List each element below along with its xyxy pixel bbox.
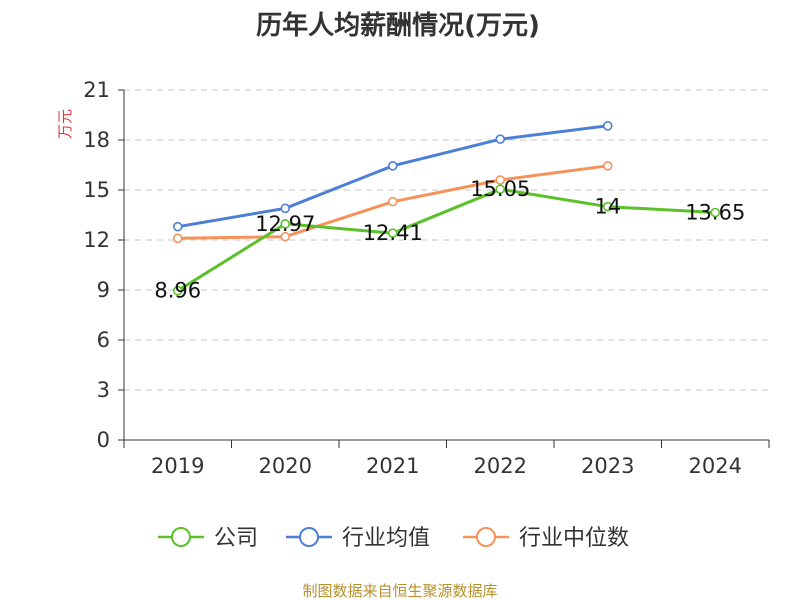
series-point-1	[387, 161, 398, 171]
x-tick-label: 2024	[689, 454, 742, 478]
y-tick-label: 21	[83, 78, 110, 102]
chart-title: 历年人均薪酬情况(万元)	[256, 10, 540, 41]
y-axis-label: 万元	[56, 109, 74, 139]
series-line-1	[177, 124, 608, 229]
y-tick-label: 18	[83, 128, 110, 152]
data-label: 13.65	[685, 201, 745, 225]
legend-marker	[171, 527, 191, 547]
series-lines	[172, 121, 721, 296]
series-point-0	[710, 207, 721, 218]
x-tick-label: 2022	[474, 454, 527, 478]
legend-item-2[interactable]: 行业中位数	[463, 526, 629, 551]
series-point-0	[280, 219, 291, 229]
x-tick-label: 2023	[581, 454, 634, 478]
legend-marker	[476, 527, 496, 547]
legend-item-0[interactable]: 公司	[158, 526, 258, 551]
x-tick-label: 2019	[151, 454, 204, 478]
legend-label: 行业中位数	[519, 526, 629, 551]
series-point-2	[280, 231, 291, 242]
gridlines	[124, 89, 769, 391]
data-label: 12.97	[255, 212, 315, 236]
y-tick-label: 15	[83, 178, 110, 202]
legend-label: 行业均值	[342, 526, 430, 551]
series-point-2	[387, 196, 398, 207]
y-tick-label: 3	[97, 378, 110, 402]
data-label: 8.96	[154, 279, 201, 303]
data-label: 12.41	[363, 221, 423, 245]
series-point-2	[495, 175, 506, 185]
legend-label: 公司	[214, 526, 258, 551]
y-tick-label: 12	[83, 228, 110, 252]
series-point-1	[602, 121, 613, 131]
series-point-0	[387, 228, 398, 238]
y-tick-label: 0	[97, 428, 110, 452]
data-label: 14	[594, 195, 621, 219]
data-label: 15.05	[470, 177, 530, 201]
x-tick-label: 2021	[366, 454, 419, 478]
series-point-0	[172, 285, 183, 296]
legend[interactable]: 公司 行业均值 行业中位数	[158, 526, 629, 551]
y-tick-label: 6	[97, 328, 110, 352]
series-point-1	[172, 221, 183, 232]
legend-marker	[299, 527, 319, 547]
axes: 0 3 6 9 12 15 18 21 2019 2020 2021 2022 2023 2024	[83, 78, 770, 478]
series-point-2	[172, 233, 183, 244]
series-point-0	[602, 201, 613, 212]
data-labels: 8.96 12.97 12.41 15.05 14 13.65	[154, 177, 745, 302]
y-tick-label: 9	[97, 278, 110, 302]
series-point-1	[495, 134, 506, 144]
x-tick-label: 2020	[259, 454, 312, 478]
legend-item-1[interactable]: 行业均值	[286, 526, 430, 551]
series-point-1	[280, 203, 291, 214]
series-point-0	[495, 184, 506, 194]
series-point-2	[602, 161, 613, 171]
series-line-0	[177, 187, 716, 292]
source-note: 制图数据来自恒生聚源数据库	[302, 582, 497, 600]
